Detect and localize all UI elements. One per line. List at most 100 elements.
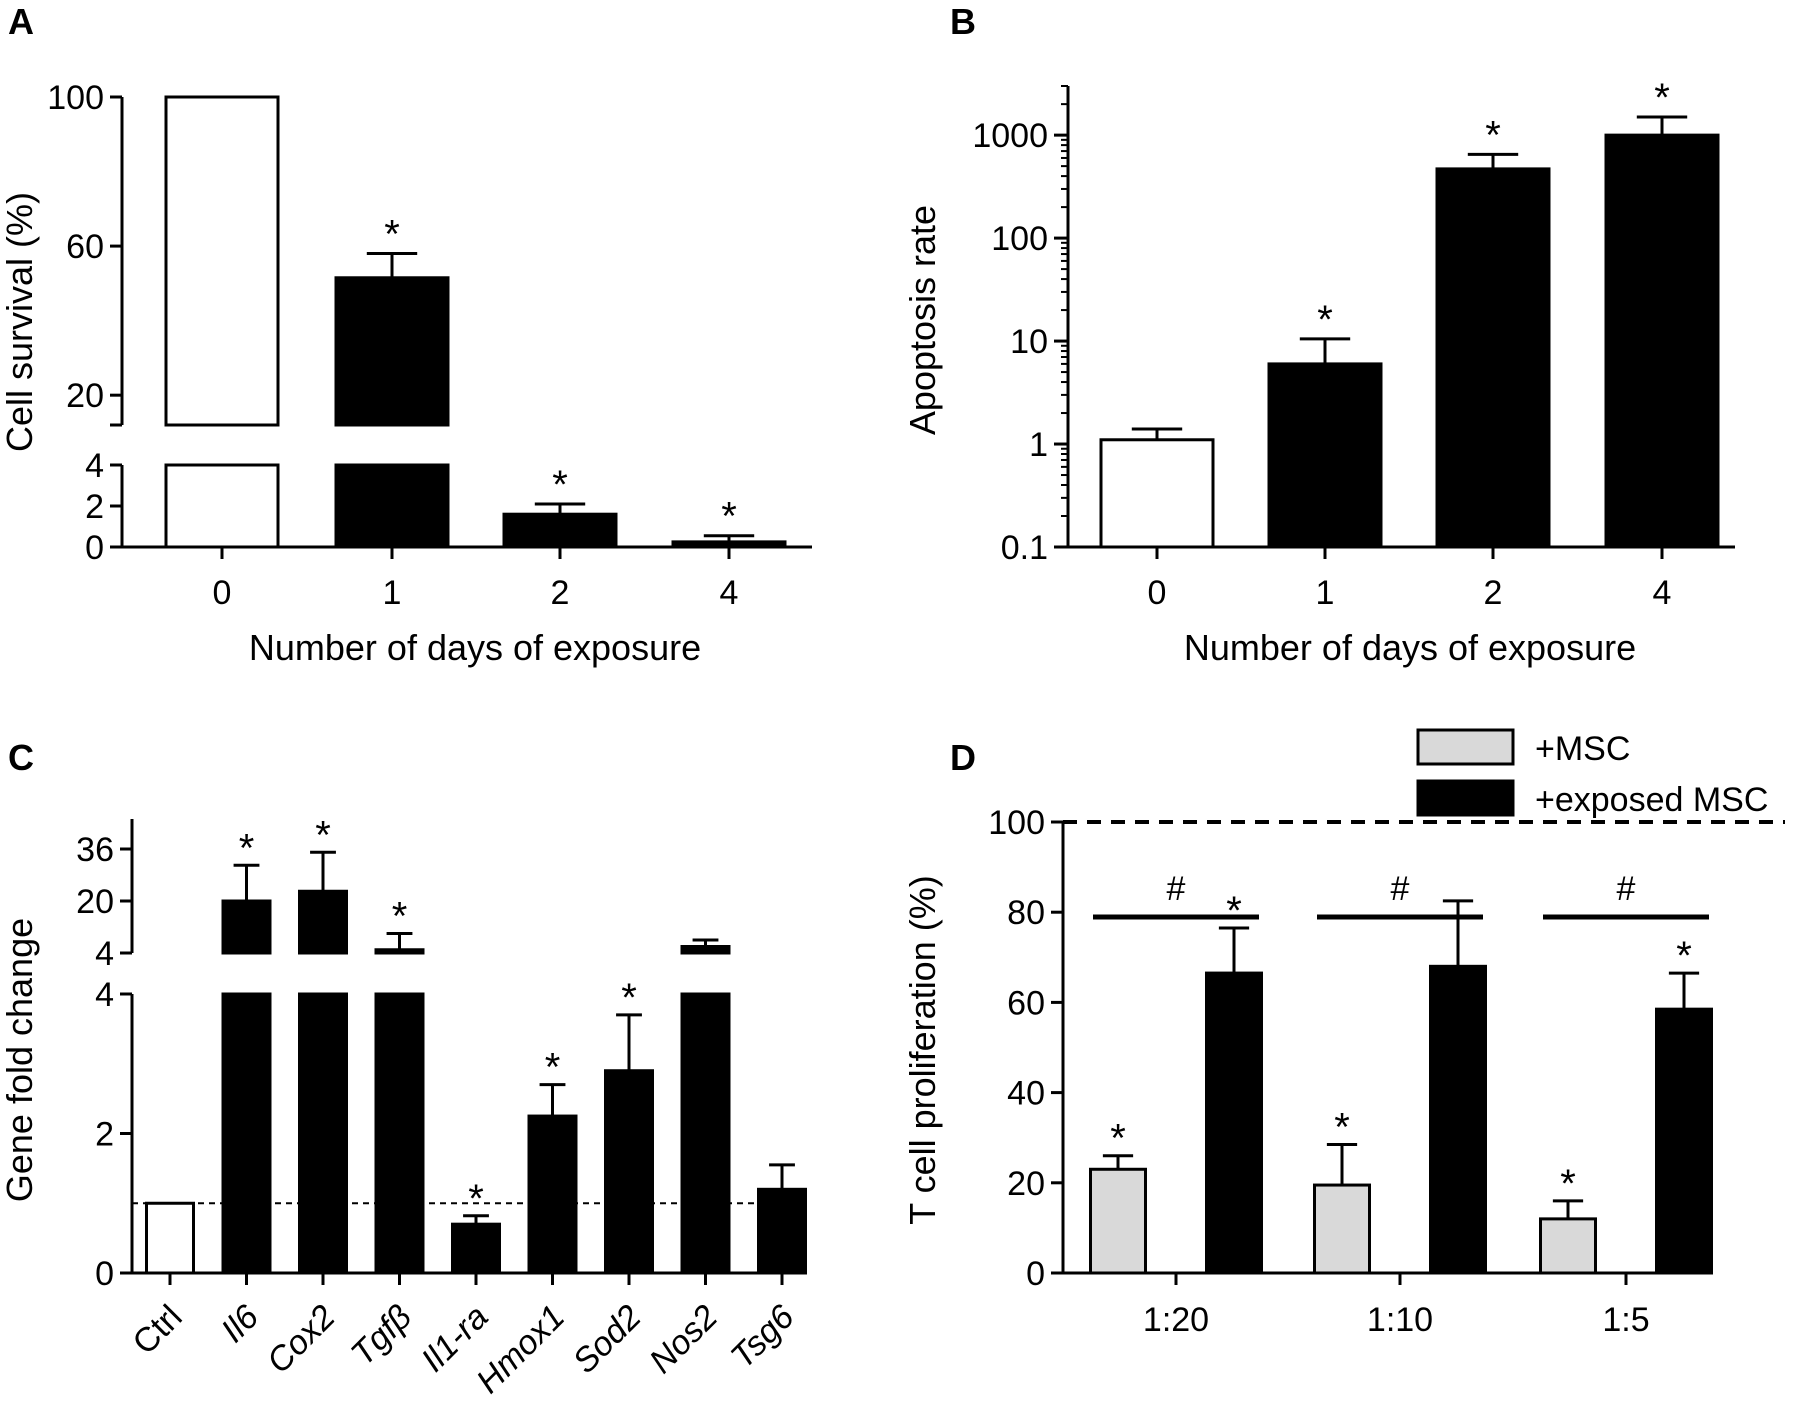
y-axis-label: Apoptosis rate [902, 205, 943, 435]
bar-upper-part [374, 948, 425, 955]
comparison-marker: # [1391, 870, 1410, 908]
y-tick-label: 1000 [972, 117, 1048, 155]
significance-star: * [468, 1177, 484, 1221]
x-tick-label: Hmox1 [469, 1298, 572, 1401]
bar [757, 1187, 807, 1275]
x-tick-label: 1:5 [1602, 1301, 1649, 1339]
significance-star: * [1110, 1117, 1126, 1161]
bar [502, 512, 618, 549]
y-tick-label: 4 [85, 447, 104, 485]
y-tick-label: 0 [85, 529, 104, 567]
x-tick-label: 4 [720, 574, 739, 612]
legend-swatch [1416, 728, 1515, 766]
x-tick-label: Nos2 [642, 1298, 725, 1381]
legend-label: +MSC [1535, 730, 1630, 768]
legend-swatch [1416, 779, 1515, 817]
bar [604, 1069, 654, 1275]
significance-star: * [1560, 1162, 1576, 1206]
x-tick-label: Tgfβ [344, 1298, 419, 1373]
x-tick-label: 1:20 [1143, 1301, 1209, 1339]
bar-lower-part [298, 992, 348, 1275]
y-tick-label: 40 [1007, 1075, 1045, 1113]
significance-star: * [1485, 113, 1501, 157]
y-tick-label: 100 [991, 220, 1048, 258]
significance-star: * [1676, 934, 1692, 978]
x-tick-label: Tsg6 [724, 1298, 802, 1376]
significance-star: * [392, 895, 408, 939]
y-tick-label: 4 [95, 935, 114, 973]
comparison-marker: # [1617, 870, 1636, 908]
y-tick-label: 20 [76, 883, 114, 921]
panel-letter-d: D [950, 737, 976, 778]
significance-star: * [1334, 1105, 1350, 1149]
significance-star: * [1654, 76, 1670, 120]
y-tick-label: 80 [1007, 894, 1045, 932]
bar [451, 1222, 501, 1275]
significance-star: * [721, 495, 737, 539]
panel-letter-b: B [950, 1, 976, 42]
x-tick-label: 1:10 [1367, 1301, 1433, 1339]
bar [671, 540, 787, 549]
significance-star: * [384, 213, 400, 257]
bar-exposed-msc [1205, 971, 1263, 1275]
significance-star: * [239, 826, 255, 870]
bar [1604, 133, 1720, 549]
x-tick-label: Cox2 [260, 1298, 343, 1381]
x-tick-label: 4 [1653, 574, 1672, 612]
y-tick-label: 0 [95, 1255, 114, 1293]
significance-star: * [552, 463, 568, 507]
y-axis-label: Gene fold change [0, 918, 40, 1202]
bar [1099, 438, 1215, 549]
x-tick-label: 1 [383, 574, 402, 612]
bar-upper-part [680, 945, 731, 955]
x-tick-label: 0 [213, 574, 232, 612]
bar [145, 1201, 195, 1275]
bar-msc [1539, 1217, 1597, 1275]
bar-lower-part [680, 992, 731, 1275]
bar-exposed-msc [1655, 1007, 1713, 1275]
y-tick-label: 60 [1007, 984, 1045, 1022]
bar [1435, 167, 1551, 549]
legend-label: +exposed MSC [1535, 781, 1768, 819]
bar-upper-part [221, 899, 272, 955]
x-tick-label: 2 [551, 574, 570, 612]
bar-lower-part [164, 463, 280, 549]
panel-letter-c: C [8, 737, 34, 778]
significance-star: * [545, 1046, 561, 1090]
y-tick-label: 10 [1010, 323, 1048, 361]
y-tick-label: 0.1 [1001, 529, 1048, 567]
y-tick-label: 1 [1029, 426, 1048, 464]
y-axis-label: Cell survival (%) [0, 192, 40, 452]
bar-lower-part [221, 992, 272, 1275]
bar-upper-part [334, 276, 450, 427]
y-tick-label: 0 [1026, 1255, 1045, 1293]
x-axis-label: Number of days of exposure [249, 627, 701, 668]
x-tick-label: 0 [1148, 574, 1167, 612]
bar-upper-part [298, 889, 348, 955]
significance-star: * [621, 976, 637, 1020]
significance-star: * [1317, 298, 1333, 342]
x-tick-label: 2 [1484, 574, 1503, 612]
significance-star: * [315, 813, 331, 857]
bar [1267, 362, 1383, 549]
x-tick-label: Ctrl [125, 1298, 189, 1362]
bar-exposed-msc [1429, 964, 1487, 1275]
bar-lower-part [374, 992, 425, 1275]
bar-msc [1089, 1167, 1147, 1275]
y-tick-label: 36 [76, 831, 114, 869]
y-tick-label: 20 [1007, 1165, 1045, 1203]
bar-msc [1313, 1183, 1371, 1275]
x-axis-label: Number of days of exposure [1184, 627, 1636, 668]
y-tick-label: 100 [988, 804, 1045, 842]
x-tick-label: Sod2 [566, 1298, 649, 1381]
comparison-marker: # [1167, 870, 1186, 908]
y-tick-label: 2 [85, 488, 104, 526]
y-tick-label: 4 [95, 976, 114, 1014]
y-tick-label: 100 [47, 79, 104, 117]
panel-letter-a: A [8, 1, 34, 42]
y-tick-label: 60 [66, 228, 104, 266]
bar-lower-part [334, 463, 450, 549]
bar [527, 1114, 578, 1275]
significance-star: * [1226, 889, 1242, 933]
